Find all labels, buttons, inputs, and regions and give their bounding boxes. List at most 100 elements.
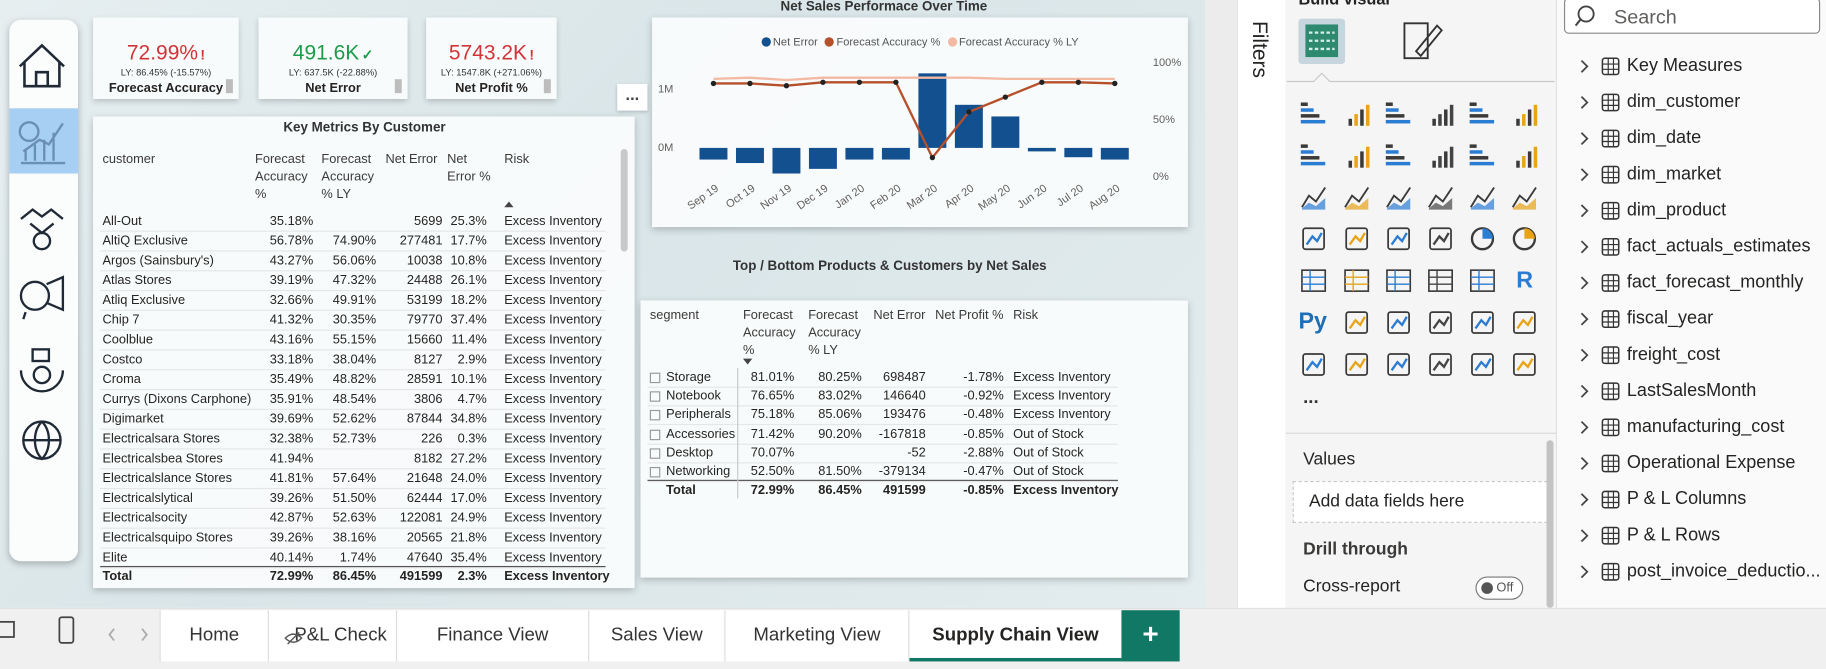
cross-report-toggle[interactable]: Off xyxy=(1475,576,1524,600)
nav-icon-finance[interactable] xyxy=(18,121,66,165)
data-table-item[interactable]: dim_market xyxy=(1570,161,1820,189)
build-scrollbar[interactable] xyxy=(1546,440,1554,608)
visual-type-icon[interactable] xyxy=(1344,186,1370,210)
visual-type-icon[interactable] xyxy=(1471,353,1494,376)
row-expander[interactable] xyxy=(649,391,661,402)
data-table-item[interactable]: post_invoice_deductio... xyxy=(1570,558,1821,586)
page-tab[interactable]: Sales View xyxy=(588,610,725,662)
search-box[interactable] xyxy=(1563,0,1821,34)
visual-type-icon[interactable] xyxy=(1348,146,1370,168)
visual-type-icon[interactable] xyxy=(1511,186,1537,210)
visual-type-icon[interactable] xyxy=(1301,186,1327,210)
legend-item[interactable]: Net Error xyxy=(761,34,818,50)
row-expander[interactable] xyxy=(649,410,661,421)
filters-title[interactable]: Filters xyxy=(1248,20,1272,79)
visual-type-icon[interactable] xyxy=(1513,353,1536,376)
visual-type-icon[interactable] xyxy=(1387,227,1410,251)
column-header[interactable]: Forecast Accuracy % xyxy=(255,152,308,202)
visual-type-icon[interactable] xyxy=(1432,104,1454,126)
visual-type-icon[interactable] xyxy=(1516,104,1538,126)
page-tab[interactable]: Marketing View xyxy=(724,610,909,662)
visual-type-icon[interactable] xyxy=(1385,102,1411,124)
visual-type-icon[interactable] xyxy=(1345,311,1369,334)
visual-type-icon[interactable] xyxy=(1432,146,1454,168)
search-placeholder[interactable]: Search xyxy=(1614,5,1677,28)
visual-type-icon[interactable] xyxy=(1385,144,1411,166)
data-table-item[interactable]: dim_product xyxy=(1570,197,1820,225)
data-table-item[interactable]: Operational Expense xyxy=(1570,450,1820,478)
page-tab[interactable]: P&L Check xyxy=(267,610,396,662)
column-header[interactable]: Risk xyxy=(1013,308,1039,323)
visual-type-icon[interactable] xyxy=(1387,311,1410,334)
column-header[interactable]: Forecast Accuracy % LY xyxy=(808,308,861,358)
visual-type-icon[interactable] xyxy=(1469,144,1495,166)
visual-type-icon[interactable] xyxy=(1428,269,1453,292)
nav-icon-global[interactable] xyxy=(22,420,62,461)
format-tab-icon[interactable] xyxy=(1403,22,1443,60)
data-table-item[interactable]: freight_cost xyxy=(1570,341,1820,369)
data-table-item[interactable]: fact_actuals_estimates xyxy=(1570,233,1820,261)
visual-type-icon[interactable] xyxy=(1471,311,1494,334)
values-dropzone[interactable]: Add data fields here xyxy=(1292,480,1548,523)
sort-indicator[interactable] xyxy=(742,358,753,365)
row-expander[interactable] xyxy=(649,429,661,440)
page-tab[interactable]: Home xyxy=(159,610,268,662)
visual-type-icon[interactable] xyxy=(1348,104,1370,126)
visual-type-icon[interactable] xyxy=(1429,353,1452,376)
page-tab[interactable]: Finance View xyxy=(395,610,589,662)
visual-type-icon[interactable] xyxy=(1429,227,1452,251)
data-table-item[interactable]: Key Measures xyxy=(1570,52,1820,80)
data-table-item[interactable]: dim_customer xyxy=(1570,89,1820,117)
page-tab[interactable]: Supply Chain View xyxy=(908,610,1122,662)
column-header[interactable]: Forecast Accuracy % LY xyxy=(321,152,375,202)
visual-type-icon[interactable] xyxy=(1470,227,1495,251)
nav-icon-sales[interactable] xyxy=(20,208,64,251)
more-visuals[interactable]: ... xyxy=(1303,387,1319,408)
visual-type-icon[interactable] xyxy=(1512,227,1537,251)
column-header[interactable]: Net Error xyxy=(385,152,438,167)
visual-type-icon[interactable] xyxy=(1302,353,1325,376)
visual-type-icon[interactable] xyxy=(1387,353,1410,376)
sort-indicator[interactable] xyxy=(504,201,514,208)
data-table-item[interactable]: P & L Columns xyxy=(1570,486,1820,514)
tab-scroll-right[interactable] xyxy=(141,628,148,642)
legend-item[interactable]: Forecast Accuracy % xyxy=(824,34,940,50)
desktop-view-icon[interactable] xyxy=(0,620,15,638)
nav-icon-marketing[interactable] xyxy=(19,275,65,320)
legend-item[interactable]: Forecast Accuracy % LY xyxy=(947,34,1079,50)
more-options-button[interactable]: ... xyxy=(617,83,648,111)
visual-type-icon[interactable] xyxy=(1301,269,1327,292)
data-table-item[interactable]: dim_date xyxy=(1570,125,1820,153)
data-table-item[interactable]: LastSalesMonth xyxy=(1570,377,1820,405)
data-table-item[interactable]: manufacturing_cost xyxy=(1570,413,1820,441)
visual-type-icon[interactable] xyxy=(1513,311,1536,334)
column-header[interactable]: Net Error xyxy=(873,308,926,323)
data-table-item[interactable]: fiscal_year xyxy=(1570,305,1820,333)
visual-type-icon[interactable] xyxy=(1300,144,1326,166)
visual-type-icon[interactable] xyxy=(1470,186,1495,210)
row-expander[interactable] xyxy=(649,466,661,478)
column-header[interactable]: Net Error % xyxy=(447,152,491,184)
visual-type-icon[interactable] xyxy=(1345,227,1369,251)
visual-type-icon[interactable] xyxy=(1302,227,1325,251)
visual-type-icon[interactable] xyxy=(1469,269,1495,292)
visual-type-icon[interactable] xyxy=(1300,102,1326,124)
nav-icon-home[interactable] xyxy=(18,43,65,88)
icon-py[interactable]: Py xyxy=(1298,308,1327,335)
customer-table-scrollbar[interactable] xyxy=(620,149,628,252)
column-header[interactable]: Net Profit % xyxy=(935,308,1004,323)
row-expander[interactable] xyxy=(649,448,661,459)
data-table-item[interactable]: fact_forecast_monthly xyxy=(1570,269,1820,297)
column-header[interactable]: Risk xyxy=(504,152,530,167)
tab-scroll-left[interactable] xyxy=(108,628,115,642)
visual-type-icon[interactable] xyxy=(1386,269,1412,292)
visual-type-icon[interactable] xyxy=(1428,186,1453,210)
nav-icon-supply[interactable] xyxy=(19,348,65,393)
column-header[interactable]: Forecast Accuracy % xyxy=(742,308,796,358)
visual-type-icon[interactable] xyxy=(1344,269,1370,292)
visual-type-icon[interactable] xyxy=(1429,311,1452,334)
column-header[interactable]: customer xyxy=(102,152,156,167)
filters-pane[interactable] xyxy=(1236,0,1287,608)
data-table-item[interactable]: P & L Rows xyxy=(1570,522,1820,550)
visual-type-icon[interactable] xyxy=(1469,102,1495,124)
